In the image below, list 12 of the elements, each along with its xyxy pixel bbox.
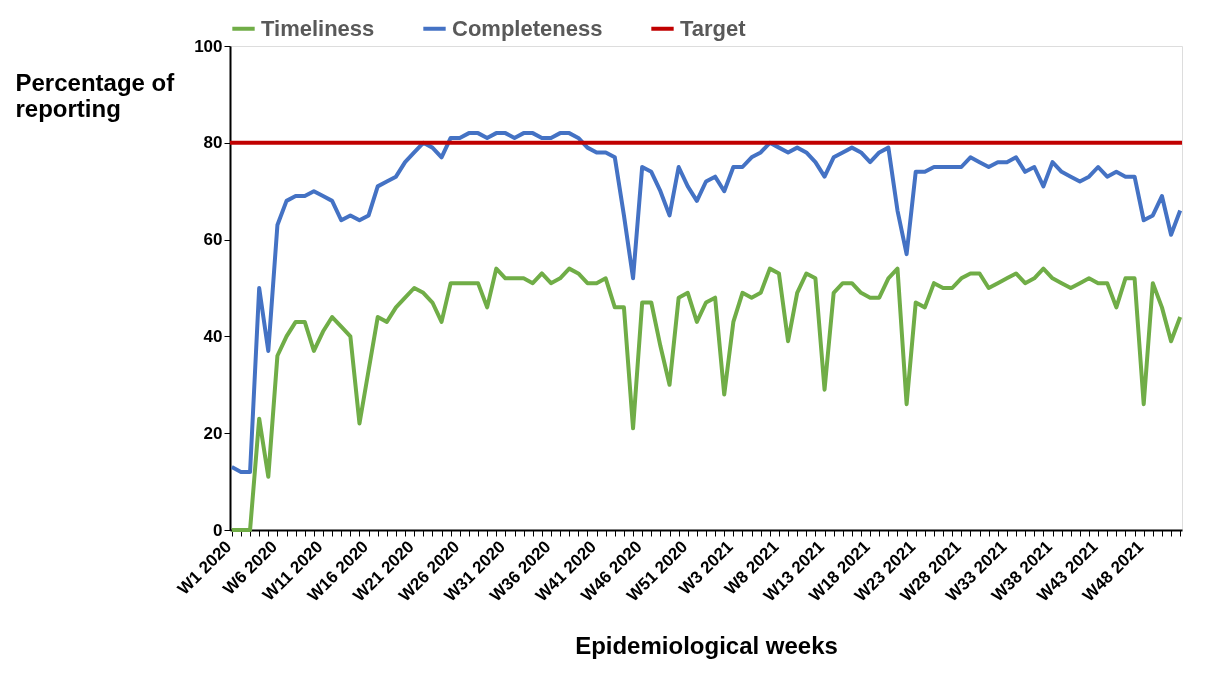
y-tick-label: 60 [203,230,223,250]
legend-label: Target [680,15,747,41]
legend-label: Completeness [452,15,603,41]
line-series [229,131,1183,474]
y-tick-label: 20 [203,423,223,443]
y-tick-label: 0 [213,520,223,540]
y-tick-label: 100 [194,36,223,56]
y-tick-label: 80 [203,133,223,153]
x-axis-title: Epidemiological weeks [575,631,838,659]
y-axis-title: Percentage of reporting [15,68,176,122]
y-tick-label: 40 [203,326,223,346]
legend-label: Timeliness [261,15,375,41]
